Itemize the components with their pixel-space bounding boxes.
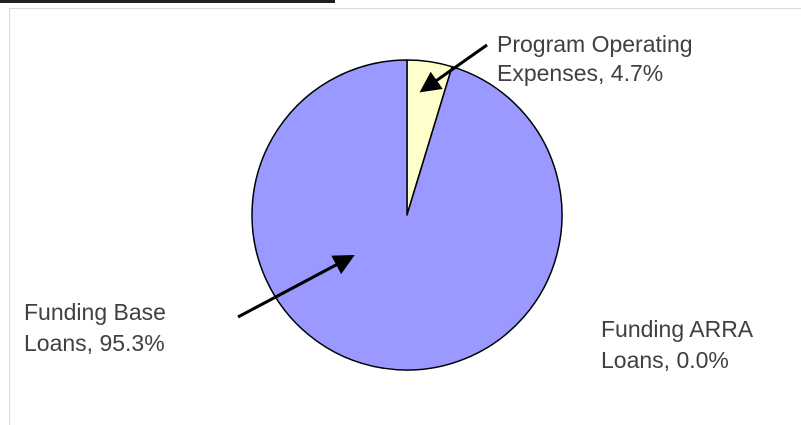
label-funding-base: Funding Base Loans, 95.3% (24, 299, 172, 356)
pie-slice-funding-base-loans (251, 59, 563, 371)
label-program-operating-line2: Expenses, 4.7% (497, 60, 663, 86)
label-program-operating-line1: Program Operating (497, 31, 693, 57)
clipped-title-bar (0, 0, 335, 3)
label-program-operating: Program Operating Expenses, 4.7% (497, 31, 699, 86)
arrow-program-operating (419, 43, 488, 93)
clipped-title-remnant (0, 0, 335, 3)
label-funding-base-line1: Funding Base (24, 299, 166, 325)
label-funding-arra-line1: Funding ARRA (601, 316, 754, 342)
chart-frame (9, 8, 801, 425)
label-funding-arra: Funding ARRA Loans, 0.0% (601, 316, 758, 373)
pie-slices (251, 59, 563, 371)
label-funding-base-line2: Loans, 95.3% (24, 330, 165, 356)
label-funding-arra-line2: Loans, 0.0% (601, 347, 729, 373)
arrow-funding-base (237, 255, 355, 319)
